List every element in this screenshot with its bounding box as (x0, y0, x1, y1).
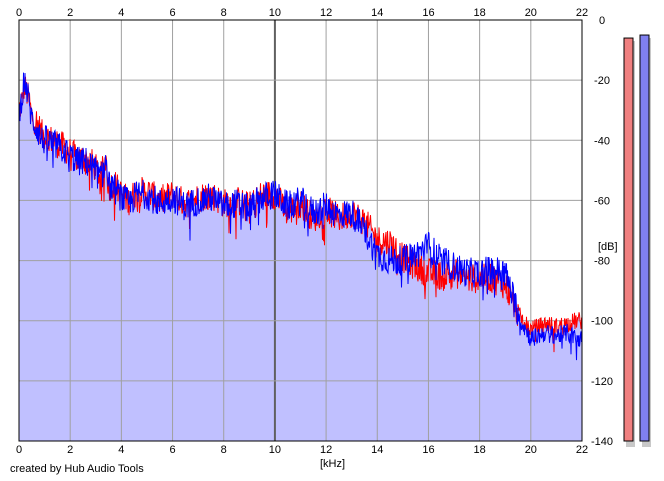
series-layer (18, 72, 583, 361)
x-tick-label-top: 18 (474, 7, 486, 19)
x-tick-label-top: 4 (118, 7, 124, 19)
y-tick-labels: 0 -20 -40 -60 -80 -100 -120 -140 (591, 15, 613, 448)
y-tick-label: 0 (599, 15, 605, 27)
grid-layer (18, 19, 583, 442)
x-tick-label-bottom: 16 (422, 444, 434, 456)
level-meter-bar (639, 34, 650, 442)
x-tick-label-top: 6 (169, 7, 175, 19)
credit-text: created by Hub Audio Tools (10, 463, 144, 475)
level-meters (623, 34, 651, 448)
x-tick-label-bottom: 4 (118, 444, 124, 456)
x-tick-label-bottom: 18 (474, 444, 486, 456)
y-tick-label: -120 (591, 376, 613, 388)
x-tick-label-bottom: 8 (221, 444, 227, 456)
x-tick-label-bottom: 2 (67, 444, 73, 456)
y-tick-label: -60 (594, 195, 610, 207)
plot-border (18, 19, 583, 442)
y-tick-label: -140 (591, 436, 613, 448)
x-tick-label-bottom: 22 (576, 444, 588, 456)
x-tick-label-top: 0 (16, 7, 22, 19)
x-tick-label-top: 12 (320, 7, 332, 19)
y-tick-label: -20 (594, 75, 610, 87)
x-tick-label-top: 14 (371, 7, 383, 19)
x-tick-label-top: 8 (221, 7, 227, 19)
level-meter-bar (623, 37, 634, 442)
x-tick-label-top: 10 (269, 7, 281, 19)
y-tick-label: -80 (594, 256, 610, 268)
x-tick-label-bottom: 10 (269, 444, 281, 456)
x-tick-label-bottom: 14 (371, 444, 383, 456)
x-tick-label-top: 2 (67, 7, 73, 19)
y-tick-label: -40 (594, 135, 610, 147)
x-tick-label-bottom: 20 (525, 444, 537, 456)
x-axis-unit-label: [kHz] (320, 458, 345, 470)
x-tick-label-top: 16 (422, 7, 434, 19)
y-axis-unit-label: [dB] (598, 241, 618, 253)
x-tick-label-bottom: 0 (16, 444, 22, 456)
x-tick-label-top: 20 (525, 7, 537, 19)
spectrum-fill-layer (19, 72, 582, 441)
spectrum-series-line (18, 72, 583, 361)
x-tick-label-bottom: 12 (320, 444, 332, 456)
x-tick-label-bottom: 6 (169, 444, 175, 456)
y-tick-label: -100 (591, 316, 613, 328)
x-tick-label-top: 22 (576, 7, 588, 19)
spectrum-fill-area (19, 72, 582, 441)
